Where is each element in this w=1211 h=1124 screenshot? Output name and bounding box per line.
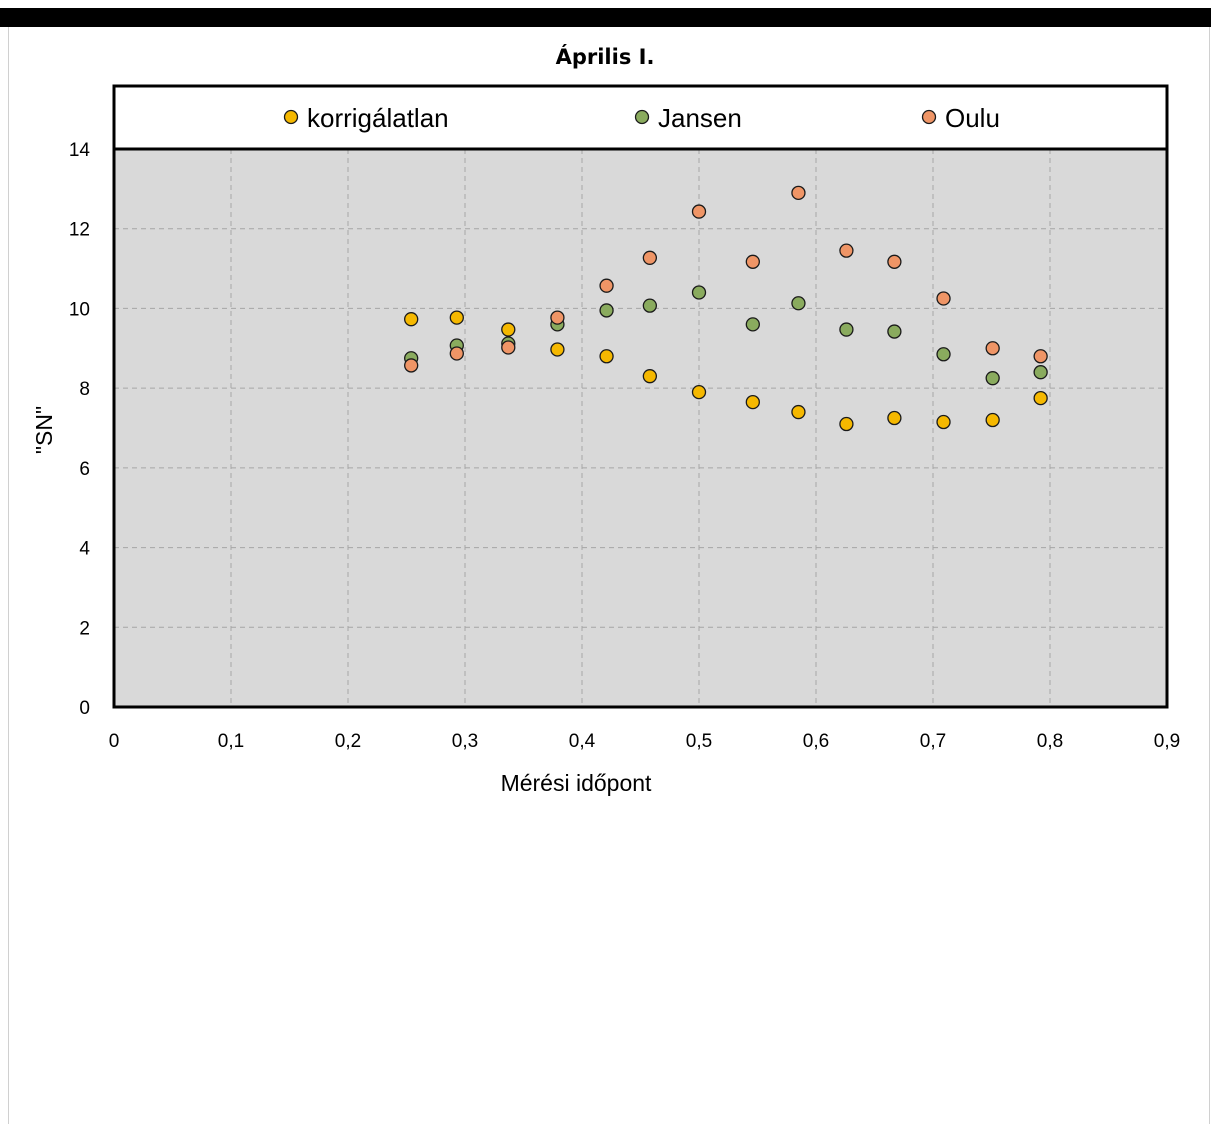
y-tick-label: 0 — [79, 698, 90, 719]
data-point — [791, 185, 806, 200]
chart-title: Április I. — [556, 44, 655, 69]
data-point — [404, 358, 419, 373]
data-point — [745, 254, 760, 269]
y-tick-label: 4 — [79, 539, 90, 560]
legend-label: Oulu — [945, 103, 1000, 133]
data-point — [985, 412, 1000, 428]
data-point — [449, 310, 464, 325]
x-tick-label: 0,3 — [452, 731, 478, 752]
data-point — [839, 416, 854, 432]
data-point — [791, 404, 806, 420]
data-point — [1033, 349, 1048, 364]
legend-marker — [634, 109, 650, 125]
data-point — [599, 278, 614, 293]
legend-label: Jansen — [658, 103, 742, 133]
data-point — [642, 298, 658, 313]
x-tick-label: 0,2 — [335, 731, 361, 752]
y-tick-label: 6 — [79, 459, 90, 480]
data-point — [691, 384, 707, 400]
y-tick-label: 12 — [69, 220, 90, 241]
x-axis-ticks: 0 0,1 0,2 0,3 0,4 0,5 0,6 0,7 0,8 0,9 — [109, 731, 1181, 752]
data-point — [501, 340, 516, 355]
x-tick-label: 0,4 — [569, 731, 596, 752]
data-point — [745, 394, 760, 410]
data-point — [791, 296, 806, 311]
y-tick-label: 10 — [69, 299, 90, 320]
y-axis-ticks: 0 2 4 6 8 10 12 14 — [69, 140, 91, 719]
data-point — [599, 349, 614, 364]
y-axis-label: "SN" — [31, 406, 57, 454]
legend: korrigálatlan Jansen Oulu — [112, 84, 1169, 151]
legend-marker — [921, 109, 937, 125]
x-tick-label: 0,1 — [218, 731, 244, 752]
data-point — [599, 303, 614, 318]
data-point — [550, 310, 565, 325]
data-point — [887, 254, 902, 269]
data-point — [691, 285, 707, 300]
x-tick-label: 0,7 — [920, 731, 946, 752]
data-point — [887, 410, 902, 426]
plot-area — [112, 147, 1169, 709]
y-tick-label: 14 — [69, 140, 91, 161]
data-point — [642, 250, 658, 265]
data-point — [887, 324, 902, 339]
x-axis-label: Mérési időpont — [501, 770, 652, 796]
data-point — [936, 347, 951, 362]
x-tick-label: 0 — [109, 731, 120, 752]
legend-marker — [283, 109, 299, 125]
data-point — [985, 371, 1000, 386]
x-tick-label: 0,5 — [686, 731, 712, 752]
data-point — [839, 243, 854, 258]
data-point — [691, 204, 707, 219]
data-point — [404, 312, 419, 327]
data-point — [839, 322, 854, 337]
x-tick-label: 0,8 — [1037, 731, 1063, 752]
top-black-bar — [0, 8, 1211, 27]
data-point — [936, 414, 951, 430]
y-tick-label: 8 — [79, 379, 90, 400]
plot-background — [114, 149, 1167, 707]
data-point — [1033, 365, 1048, 380]
left-border-line — [8, 27, 9, 1124]
data-point — [642, 369, 658, 384]
data-point — [550, 342, 565, 357]
x-tick-label: 0,9 — [1154, 731, 1180, 752]
data-point — [449, 346, 464, 361]
data-point — [985, 341, 1000, 356]
data-point — [1033, 390, 1048, 406]
right-border-line — [1209, 27, 1210, 1124]
data-point — [936, 291, 951, 306]
y-tick-label: 2 — [79, 618, 90, 639]
legend-label: korrigálatlan — [307, 103, 449, 133]
x-tick-label: 0,6 — [803, 731, 829, 752]
data-point — [501, 322, 516, 337]
data-point — [745, 317, 760, 332]
